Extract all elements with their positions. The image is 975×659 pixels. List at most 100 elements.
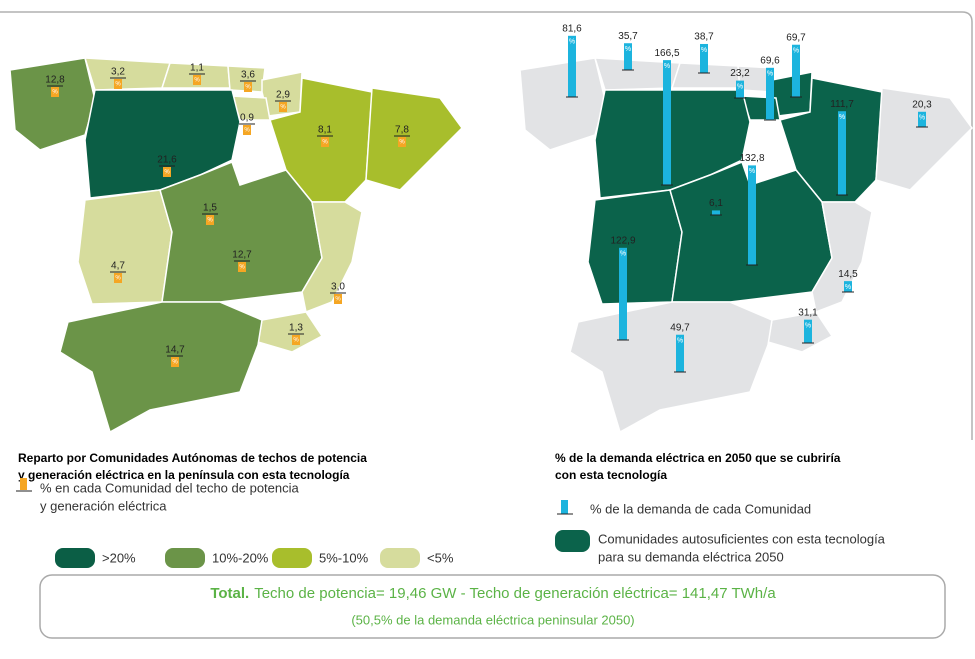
bar-unit: % <box>677 338 683 345</box>
bar-unit: % <box>839 114 845 121</box>
demand-bar <box>918 111 926 127</box>
bar-unit: % <box>805 323 811 330</box>
unit-icon <box>243 125 251 135</box>
bar-unit: % <box>664 63 670 70</box>
unit-icon <box>321 137 329 147</box>
total-text: Techo de potencia= 19,46 GW - Techo de g… <box>254 585 776 602</box>
right-legend: Comunidades autosuficientes con esta tec… <box>598 531 886 546</box>
unit-icon <box>171 357 179 367</box>
frame <box>0 11 973 440</box>
unit: % <box>293 338 299 344</box>
region <box>261 71 303 117</box>
bar-value: 49,7 <box>670 322 690 333</box>
bar-value: 38,7 <box>694 32 714 43</box>
region-value: 2,9 <box>276 90 290 101</box>
unit: % <box>335 297 341 303</box>
right-legend: % de la demanda de cada Comunidad <box>590 501 811 516</box>
bar-unit: % <box>767 71 773 78</box>
right-legend: para su demanda eléctrica 2050 <box>598 549 784 564</box>
legend-swatch <box>555 530 590 552</box>
unit-icon <box>398 137 406 147</box>
region <box>59 301 263 434</box>
region-value: 12,7 <box>232 250 252 261</box>
unit-icon <box>238 262 246 272</box>
demand-bar <box>838 111 846 195</box>
bar-value: 111,7 <box>830 99 854 110</box>
bar-unit: % <box>620 251 626 258</box>
unit: % <box>245 85 251 91</box>
unit-icon <box>114 79 122 89</box>
bar-value: 35,7 <box>618 31 638 42</box>
bar-value: 14,5 <box>838 269 858 280</box>
bar-unit: % <box>625 46 631 53</box>
region-value: 12,8 <box>45 75 65 86</box>
region <box>875 87 973 191</box>
bar-unit: % <box>793 48 799 55</box>
demand-bar <box>844 281 852 292</box>
demand-bar <box>676 334 684 372</box>
unit: % <box>280 105 286 111</box>
bar-unit: % <box>701 47 707 54</box>
region-value: 21,6 <box>157 155 177 166</box>
demand-bar <box>792 44 800 97</box>
demand-bar <box>663 60 671 185</box>
bar-value: 23,2 <box>730 68 750 79</box>
demand-bar <box>624 43 632 70</box>
unit: % <box>52 90 58 96</box>
unit: % <box>115 276 121 282</box>
demand-bar <box>568 35 576 97</box>
legend-label: 5%-10% <box>319 550 369 565</box>
legend-label: 10%-20% <box>212 550 269 565</box>
bar-unit: % <box>737 83 743 90</box>
region <box>77 189 173 305</box>
unit: % <box>172 360 178 366</box>
right-title: con esta tecnología <box>555 468 667 482</box>
region-value: 4,7 <box>111 261 125 272</box>
demand-bar <box>712 210 720 215</box>
unit-icon <box>244 82 252 92</box>
region-value: 1,3 <box>289 323 303 334</box>
region <box>587 189 683 305</box>
unit-icon <box>292 335 300 345</box>
left-map: 12,8% 3,2% 1,1% 3,6% 2,9% 0,9% 21,6% 8,1% 7,8% 1,… <box>9 57 463 434</box>
region-value: 3,2 <box>111 67 125 78</box>
unit-icon <box>279 102 287 112</box>
unit-icon <box>206 215 214 225</box>
unit: % <box>239 265 245 271</box>
region <box>9 57 96 151</box>
demand-bar <box>748 165 756 265</box>
right-map: 81,6% 35,7% 38,7% 23,2% 69,7% 69,6% 166,5% 111,… <box>519 23 973 434</box>
bar-value: 81,6 <box>562 23 582 34</box>
bar-unit: % <box>919 115 925 122</box>
region <box>83 57 172 91</box>
unit: % <box>207 218 213 224</box>
unit-icon <box>114 273 122 283</box>
bar-unit: % <box>749 168 755 175</box>
total-box <box>39 574 946 639</box>
region <box>365 87 463 191</box>
demand-bar <box>736 80 744 98</box>
demand-bar <box>700 43 708 73</box>
total-label: Total. <box>210 585 249 602</box>
legend-swatch <box>55 548 95 568</box>
unit-icon <box>334 294 342 304</box>
unit-icon <box>163 167 171 177</box>
bar-value: 31,1 <box>798 307 818 318</box>
left-legend: y generación eléctrica <box>40 498 167 513</box>
legend-label: <5% <box>427 550 454 565</box>
region <box>519 57 606 151</box>
region-value: 3,0 <box>331 282 345 293</box>
legend-swatch <box>272 548 312 568</box>
bar-value: 69,7 <box>786 32 806 43</box>
legend-swatch <box>165 548 205 568</box>
unit: % <box>115 82 121 88</box>
legend-label: >20% <box>102 550 136 565</box>
bar-unit: % <box>569 39 575 46</box>
left-title: Reparto por Comunidades Autónomas de tec… <box>18 451 367 465</box>
unit: % <box>164 170 170 176</box>
right-title: % de la demanda eléctrica en 2050 que se… <box>555 451 841 465</box>
unit: % <box>322 140 328 146</box>
demand-bar <box>766 67 774 120</box>
